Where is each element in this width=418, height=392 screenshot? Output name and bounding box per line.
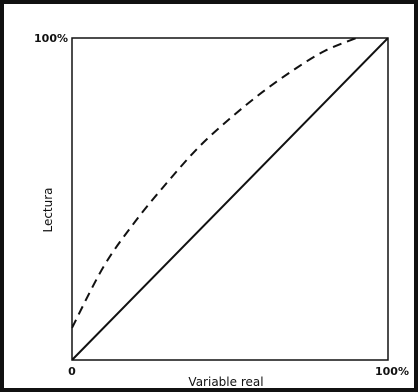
series-layer [71,37,389,361]
x-tick-label-origin: 0 [68,365,76,378]
y-tick-label-top: 100% [34,32,68,45]
series-line-solid [71,37,389,361]
series-line-dashed [71,37,357,329]
plot-area-box [71,37,389,361]
x-axis-title: Variable real [188,375,263,389]
y-axis-title: Lectura [41,187,55,232]
x-tick-label-end: 100% [375,365,409,378]
